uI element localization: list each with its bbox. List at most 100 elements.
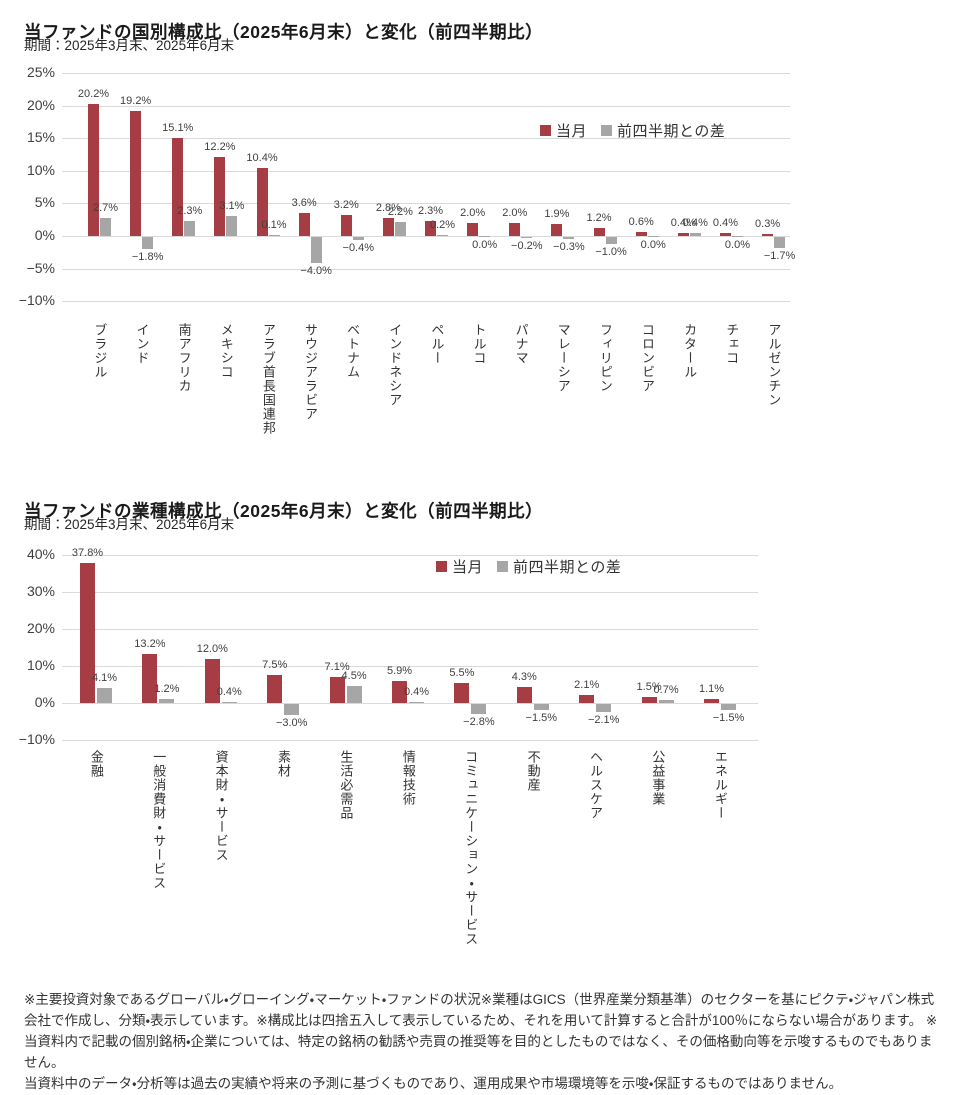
bar-current-month (425, 221, 437, 236)
x-axis-category-label: ヘルスケア (588, 750, 604, 820)
value-label-diff: −1.0% (595, 245, 627, 258)
value-label-diff: −2.8% (463, 716, 495, 729)
y-axis-tick: −10% (18, 292, 55, 309)
legend-item-quarter-diff: 前四半期との差 (497, 556, 621, 577)
value-label-current: 3.6% (291, 196, 317, 209)
value-label-current: 13.2% (134, 638, 166, 651)
value-label-diff: −2.1% (587, 713, 620, 726)
legend-item-current-month: 当月 (540, 120, 587, 141)
legend-swatch-icon (436, 561, 447, 572)
bar-quarter-diff (394, 221, 406, 236)
value-label-current: 2.3% (417, 205, 444, 218)
value-label-diff: −0.3% (553, 240, 585, 253)
bar-current-month (641, 697, 657, 703)
y-axis-tick: −5% (26, 259, 55, 276)
y-axis-tick: 20% (26, 96, 55, 113)
bar-quarter-diff (721, 704, 736, 710)
value-label-current: 37.8% (71, 547, 104, 560)
disclaimer-note-1: ※主要投資対象であるグローバル・グローイング・マーケット・ファンドの状況※業種は… (24, 992, 938, 1071)
x-axis-category-label: メキシコ (218, 323, 234, 379)
bar-quarter-diff (658, 700, 674, 703)
value-label-current: 19.2% (120, 94, 152, 107)
bar-current-month (267, 675, 283, 703)
gridline (62, 555, 758, 556)
y-axis-tick: 5% (34, 194, 55, 211)
bar-current-month (551, 223, 563, 236)
value-label-diff: −0.2% (511, 240, 543, 253)
bar-quarter-diff (479, 235, 491, 236)
value-label-diff: 4.1% (91, 671, 118, 684)
gridline (62, 268, 790, 270)
legend-swatch-icon (497, 561, 509, 572)
x-axis-category-label: エネルギー (712, 750, 728, 820)
bar-current-month (516, 687, 532, 703)
bar-current-month (467, 222, 479, 236)
value-label-current: 0.4% (670, 217, 696, 230)
value-label-diff: 4.5% (341, 670, 367, 683)
gridline (62, 592, 758, 593)
x-axis-category-label: ベトナム (345, 323, 361, 379)
bar-quarter-diff (533, 704, 549, 710)
bar-quarter-diff (774, 237, 786, 249)
x-axis-category-label: トルコ (471, 323, 487, 365)
bar-current-month (704, 698, 719, 703)
legend-label: 当月 (452, 559, 484, 576)
gridline (62, 703, 758, 704)
bar-quarter-diff (97, 687, 112, 703)
bar-quarter-diff (437, 234, 449, 236)
value-label-current: 5.5% (449, 666, 475, 679)
gridline (62, 629, 758, 630)
legend-label: 前四半期との差 (617, 123, 726, 140)
y-axis-tick: 25% (26, 64, 55, 81)
value-label-current: 2.0% (460, 206, 486, 219)
value-label-diff: 1.2% (154, 682, 180, 695)
legend-item-current-month: 当月 (436, 556, 483, 577)
legend-item-quarter-diff: 前四半期との差 (601, 120, 725, 141)
gridline (62, 740, 758, 741)
y-axis-tick: 30% (26, 583, 55, 599)
bar-current-month (340, 215, 352, 236)
bar-current-month (677, 233, 689, 236)
bar-quarter-diff (284, 704, 300, 716)
bar-current-month (382, 217, 394, 236)
x-axis-category-label: 金融 (88, 750, 104, 778)
chart-legend: 当月 前四半期との差 (436, 556, 621, 577)
bar-current-month (256, 168, 268, 236)
value-label-diff: −1.5% (525, 711, 558, 724)
value-label-diff: 2.2% (387, 205, 413, 218)
x-axis-category-label: アラブ首長国連邦 (260, 323, 276, 435)
gridline (62, 73, 790, 75)
value-label-current: 15.1% (162, 121, 194, 134)
value-label-diff: −4.0% (300, 265, 332, 278)
value-label-current: 12.2% (204, 140, 236, 153)
x-axis-category-label: ペルー (429, 323, 445, 365)
legend-label: 当月 (556, 123, 588, 140)
x-axis-category-label: 情報技術 (400, 750, 416, 806)
bar-current-month (214, 156, 226, 236)
value-label-current: 1.9% (544, 207, 570, 220)
bar-quarter-diff (159, 698, 175, 703)
x-axis-category-label: コミュニケーション・サービス (463, 750, 479, 946)
bar-quarter-diff (647, 235, 659, 236)
bar-current-month (762, 234, 774, 236)
value-label-current: 7.5% (262, 659, 288, 672)
bar-current-month (130, 110, 142, 236)
value-label-diff: −0.4% (342, 241, 375, 254)
value-label-current: 12.0% (196, 642, 228, 655)
value-label-diff: −1.7% (763, 250, 796, 263)
disclaimer-footer: ※主要投資対象であるグローバル・グローイング・マーケット・ファンドの状況※業種は… (24, 989, 942, 1094)
value-label-current: 20.2% (77, 88, 110, 101)
value-label-diff: 0.7% (653, 684, 679, 697)
gridline (62, 666, 758, 667)
value-label-diff: 0.4% (216, 685, 242, 698)
y-axis-tick: 15% (26, 129, 55, 146)
bar-current-month (719, 233, 731, 236)
gridline (62, 170, 790, 172)
gridline (62, 138, 790, 140)
bar-quarter-diff (596, 704, 612, 712)
value-label-current: 0.3% (755, 218, 781, 231)
y-axis-tick: 10% (26, 161, 55, 178)
value-label-diff: −1.8% (131, 250, 164, 263)
gridline (62, 105, 790, 107)
